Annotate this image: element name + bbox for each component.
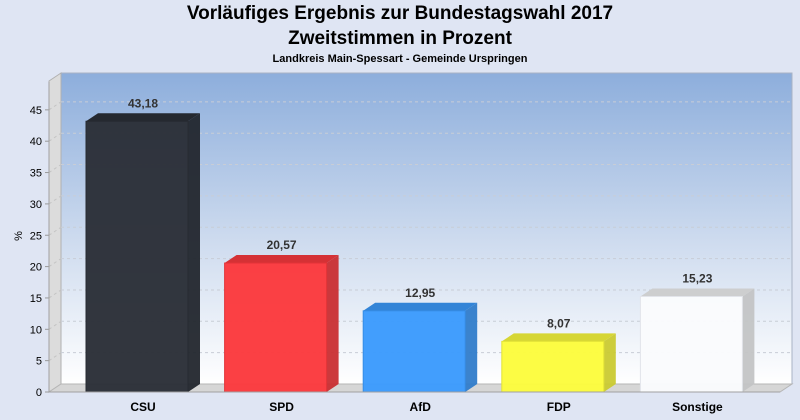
y-axis-label: %: [13, 231, 25, 241]
bar-front: [85, 120, 189, 393]
bar-csu: 43,18 CSU: [85, 96, 200, 414]
gridline-side: [48, 226, 62, 236]
bar-front: [362, 310, 466, 393]
bar-side: [465, 302, 478, 392]
bar-value-label: 8,07: [547, 316, 571, 330]
x-tick-label: Sonstige: [672, 400, 723, 414]
gridline-side: [48, 132, 62, 142]
gridline-side: [48, 289, 62, 299]
x-tick-label: FDP: [547, 400, 571, 414]
bars: 43,18 CSU 20,57 SPD 12,95 AfD 8,07 FDP 15,23 Sons…: [85, 96, 755, 414]
axes: 0 5 10 15 20 25 30 35 40 45: [30, 82, 780, 399]
x-tick-label: AfD: [410, 400, 432, 414]
y-tick-label: 25: [30, 230, 42, 242]
chart-title: Vorläufiges Ergebnis zur Bundestagswahl …: [186, 3, 614, 24]
bar-fdp: 8,07 FDP: [501, 316, 616, 414]
bar-top: [86, 113, 200, 122]
y-tick-label: 30: [30, 199, 42, 211]
bar-front: [224, 262, 328, 393]
chart-subtitle: Landkreis Main-Spessart - Gemeinde Urspr…: [272, 53, 528, 65]
bar-value-label: 15,23: [682, 272, 712, 286]
bar-value-label: 43,18: [128, 96, 158, 110]
x-tick-label: CSU: [130, 400, 155, 414]
gridline-side: [48, 164, 62, 173]
gridline-side: [48, 320, 62, 330]
y-tick-label: 15: [30, 293, 42, 305]
y-tick-label: 45: [30, 105, 42, 117]
gridline-side: [48, 195, 62, 205]
bar-top: [363, 302, 478, 311]
bar-front: [501, 340, 605, 393]
bar-top: [224, 255, 339, 264]
bar-sonstige: 15,23 Sonstige: [639, 272, 755, 414]
left-wall: [48, 72, 62, 393]
bar-side: [742, 288, 755, 392]
gridline-side: [48, 352, 62, 362]
bar-afd: 12,95 AfD: [362, 286, 478, 414]
gridline-side: [48, 258, 62, 268]
bar-side: [326, 255, 339, 392]
y-tick-label: 5: [36, 356, 42, 368]
bar-top: [640, 288, 755, 297]
bar-top: [501, 333, 616, 342]
chart-title-line2: Zweitstimmen in Prozent: [288, 28, 512, 49]
bar-front: [639, 296, 743, 393]
bar-side: [188, 113, 200, 392]
bar-value-label: 20,57: [267, 238, 297, 252]
y-tick-label: 40: [30, 136, 42, 148]
y-tick-label: 20: [30, 262, 42, 274]
x-tick-label: SPD: [269, 400, 294, 414]
bar-side: [603, 333, 616, 392]
y-tick-label: 10: [30, 324, 42, 336]
y-tick-label: 0: [36, 387, 42, 399]
y-tick-label: 35: [30, 168, 42, 180]
gridline-side: [48, 101, 62, 111]
bar-spd: 20,57 SPD: [224, 238, 339, 414]
bar-value-label: 12,95: [405, 286, 435, 300]
